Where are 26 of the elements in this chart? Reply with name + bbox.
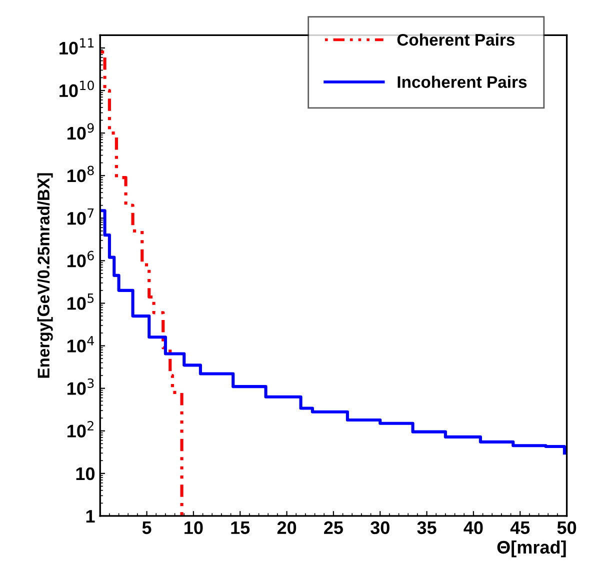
y-tick-label: 10 <box>76 467 95 480</box>
x-tick-label: 10 <box>184 521 203 534</box>
x-axis-title: Θ[mrad] <box>497 540 566 558</box>
x-tick-label: 5 <box>142 521 152 534</box>
legend-label: Coherent Pairs <box>397 34 515 46</box>
y-tick-label: 10$^{10}$ <box>60 80 94 98</box>
y-tick-label: 10$^{9}$ <box>68 123 94 140</box>
y-tick-label: 10$^{5}$ <box>68 294 94 310</box>
y-tick-label: 10$^{7}$ <box>68 208 94 225</box>
x-tick-label: 35 <box>417 521 436 534</box>
x-tick-label: 45 <box>510 521 530 534</box>
y-tick-label: 10$^{3}$ <box>68 378 94 395</box>
x-tick-label: 50 <box>557 521 576 534</box>
y-tick-label: 10$^{2}$ <box>68 420 94 438</box>
y-tick-label: 10$^{11}$ <box>60 38 94 55</box>
x-tick-label: 20 <box>277 521 296 534</box>
y-tick-label: 1 <box>86 510 95 523</box>
y-tick-label: 10$^{4}$ <box>68 336 94 352</box>
x-tick-label: 15 <box>231 521 250 534</box>
legend-label: Incoherent Pairs <box>398 76 527 88</box>
y-tick-label: 10$^{8}$ <box>68 166 94 182</box>
y-axis-title: Energy[GeV/0.25mrad/BX] <box>37 173 53 378</box>
x-tick-label: 30 <box>370 521 390 534</box>
x-tick-label: 25 <box>324 521 343 534</box>
y-tick-label: 10$^{6}$ <box>68 250 94 268</box>
x-tick-label: 40 <box>464 521 483 534</box>
